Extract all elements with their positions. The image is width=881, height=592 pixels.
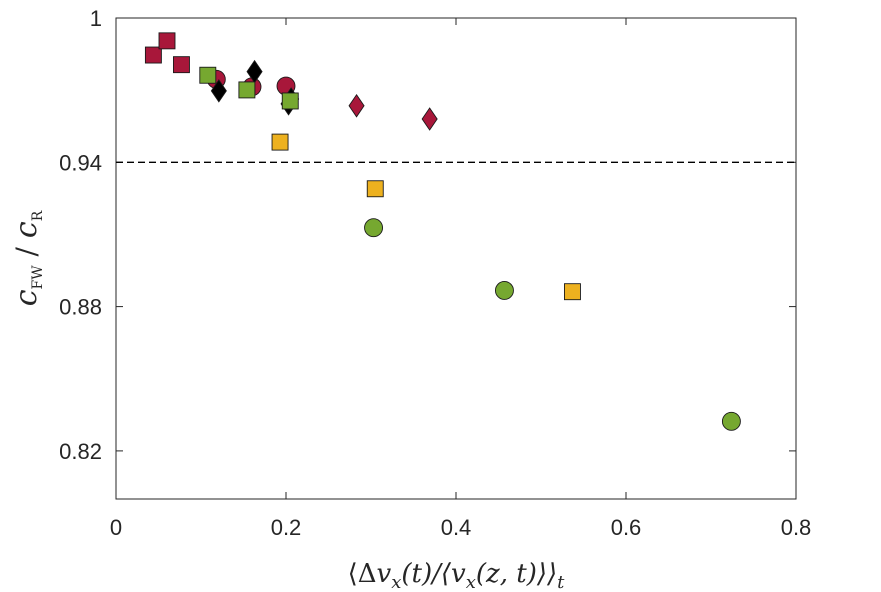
- series-crimson-squares: [144, 32, 190, 74]
- square-marker: [158, 32, 176, 50]
- x-label-mid2: (z, t)⟩⟩: [476, 559, 557, 589]
- x-tick-label: 0.8: [781, 515, 812, 540]
- x-axis-label: ⟨Δvx(t)/⟨vx(z, t)⟩⟩t: [348, 559, 566, 592]
- x-label-mid1: (t)/⟨: [401, 559, 451, 589]
- square-marker: [172, 56, 190, 74]
- diamond-marker: [348, 93, 365, 118]
- y-label-c2: c: [9, 221, 44, 238]
- series-green-circles: [364, 218, 741, 431]
- x-tick-label: 0.4: [441, 515, 472, 540]
- series-green-squares: [199, 66, 299, 110]
- y-tick-label: 0.82: [59, 439, 102, 464]
- plot-area: [115, 17, 797, 500]
- square-marker: [366, 180, 384, 198]
- diamond-marker: [210, 79, 227, 103]
- y-tick-label: 0.94: [59, 150, 102, 175]
- x-label-v2: v: [451, 559, 466, 589]
- circle-marker: [721, 411, 741, 431]
- x-tick-label: 0.2: [271, 515, 302, 540]
- data-markers: [144, 32, 741, 431]
- series-crimson-diamonds: [348, 93, 438, 131]
- y-tick-label: 0.88: [59, 295, 102, 320]
- x-label-x2: x: [466, 572, 476, 592]
- square-marker: [238, 81, 256, 99]
- circle-marker: [495, 281, 514, 300]
- diamond-marker: [421, 107, 438, 131]
- series-amber-squares: [271, 133, 581, 301]
- y-label-sub1: FW: [30, 265, 46, 290]
- y-label-c1: c: [9, 289, 44, 306]
- x-label-open: ⟨Δ: [348, 559, 377, 589]
- x-tick-label: 0: [110, 515, 122, 540]
- square-marker: [271, 133, 289, 151]
- square-marker: [144, 46, 162, 64]
- x-label-v1: v: [377, 559, 392, 589]
- x-label-x1: x: [391, 572, 401, 592]
- x-tick-label: 0.6: [611, 515, 642, 540]
- y-label-sub2: R: [30, 210, 46, 221]
- circle-marker: [364, 218, 383, 238]
- y-tick-label: 1: [90, 6, 102, 31]
- square-marker: [199, 66, 217, 84]
- square-marker: [281, 92, 299, 110]
- tick-labels: 0 0.2 0.4 0.6 0.8 0.82 0.88 0.94 1: [59, 6, 811, 540]
- y-label-slash: /: [10, 238, 43, 265]
- y-axis-label: cFW / cR: [9, 210, 46, 306]
- x-label-t: t: [557, 572, 565, 592]
- square-marker: [564, 283, 581, 301]
